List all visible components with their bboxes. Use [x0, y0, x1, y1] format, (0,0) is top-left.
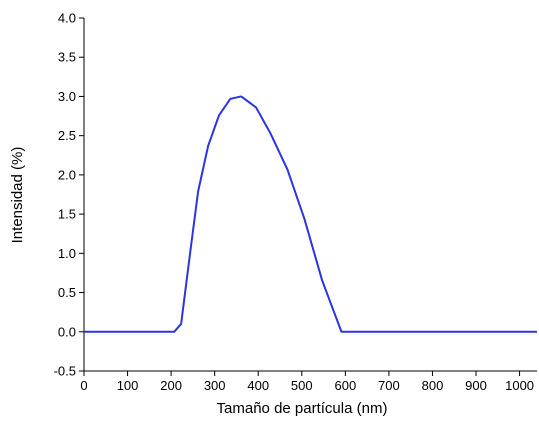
x-tick-label: 0: [80, 378, 87, 393]
y-tick-label: 1.5: [58, 207, 76, 222]
y-tick-label: 0.0: [58, 324, 76, 339]
y-tick-label: 3.0: [58, 89, 76, 104]
x-tick-label: 900: [465, 378, 487, 393]
y-tick-label: 0.5: [58, 285, 76, 300]
x-tick-label: 700: [378, 378, 400, 393]
x-tick-label: 800: [422, 378, 444, 393]
x-tick-label: 1000: [505, 378, 534, 393]
x-tick-label: 600: [334, 378, 356, 393]
y-tick-label: 3.5: [58, 50, 76, 65]
x-tick-label: 200: [160, 378, 182, 393]
data-line: [84, 95, 537, 333]
y-tick-label: 2.5: [58, 128, 76, 143]
x-tick-label: 400: [247, 378, 269, 393]
x-tick-label: 500: [291, 378, 313, 393]
y-tick-label: 1.0: [58, 246, 76, 261]
y-tick-label: -0.5: [54, 364, 76, 379]
x-tick-label: 300: [204, 378, 226, 393]
x-axis-title: Tamaño de partícula (nm): [217, 400, 388, 417]
y-tick-label: 4.0: [58, 11, 76, 26]
y-axis-title: Intensidad (%): [9, 147, 26, 244]
x-tick-label: 100: [117, 378, 139, 393]
y-tick-label: 2.0: [58, 167, 76, 182]
